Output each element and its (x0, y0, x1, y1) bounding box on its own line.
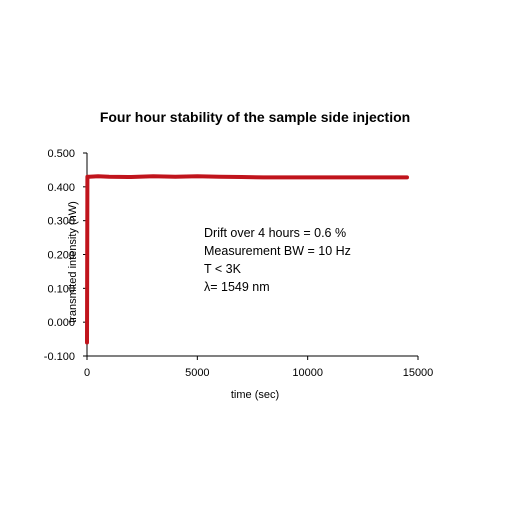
x-tick-label: 0 (84, 367, 90, 379)
y-tick-label: -0.100 (44, 351, 75, 363)
x-ticks: 0 5000 10000 15000 (84, 356, 433, 379)
annotation-wavelength: λ= 1549 nm (204, 280, 270, 294)
y-tick-label: 0.100 (47, 283, 75, 295)
annotation-temperature: T < 3K (204, 262, 241, 276)
annotation-drift: Drift over 4 hours = 0.6 % (204, 226, 347, 240)
series-line-0 (85, 174, 409, 345)
x-tick-label: 5000 (185, 367, 209, 379)
x-tick-label: 10000 (292, 367, 323, 379)
y-tick-label: 0.500 (47, 148, 75, 160)
y-tick-label: 0.000 (47, 317, 75, 329)
y-tick-label: 0.400 (47, 182, 75, 194)
y-tick-label: 0.200 (47, 250, 75, 262)
y-tick-label: 0.300 (47, 216, 75, 228)
x-tick-label: 15000 (403, 367, 434, 379)
series-group (85, 174, 409, 345)
y-axis-label: transmited intensity (nW) (67, 201, 79, 323)
annotation-bandwidth: Measurement BW = 10 Hz (204, 244, 351, 258)
y-ticks: 0.500 0.400 0.300 0.200 0.100 0.000 -0.100 (44, 148, 87, 363)
chart-title: Four hour stability of the sample side i… (99, 109, 411, 125)
x-axis-label: time (sec) (230, 389, 280, 401)
